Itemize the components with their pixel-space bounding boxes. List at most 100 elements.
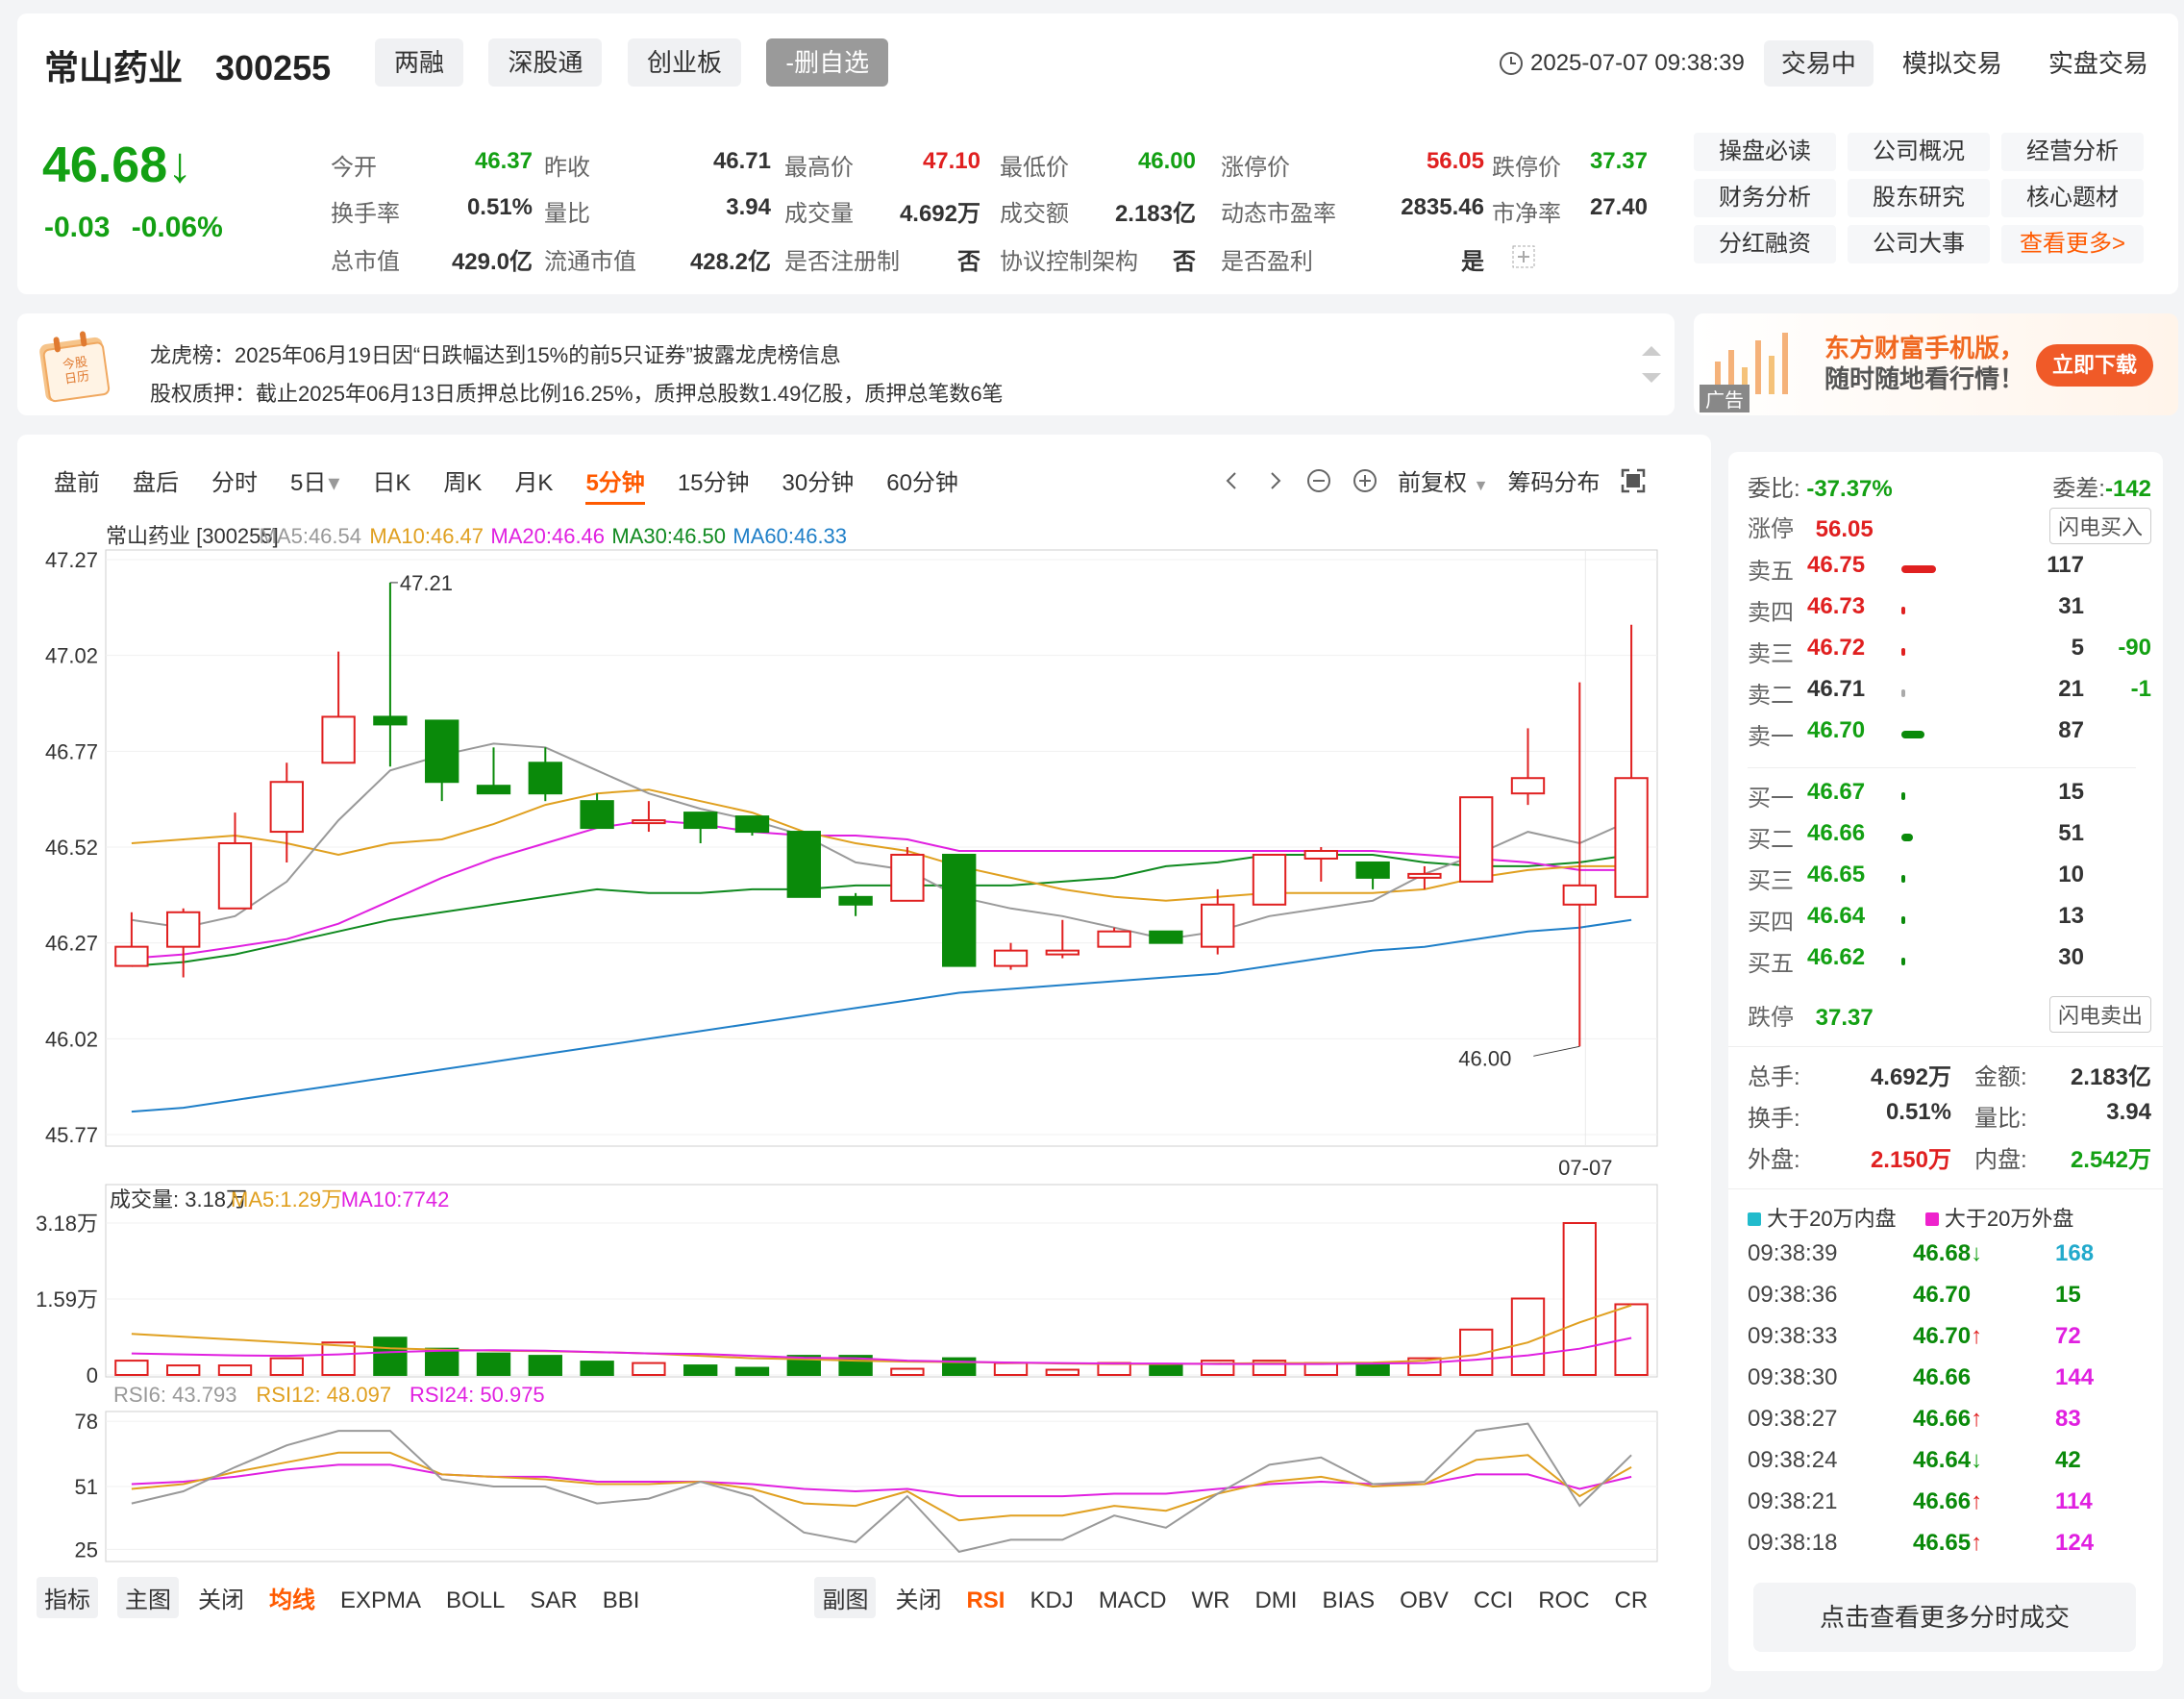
main-indicator-boll[interactable]: BOLL: [446, 1587, 506, 1613]
link-business-analysis[interactable]: 经营分析: [2001, 133, 2144, 171]
expand-plus-icon[interactable]: [1511, 244, 1536, 269]
volume-bar: [786, 1355, 821, 1377]
link-financial-analysis[interactable]: 财务分析: [1694, 179, 1836, 217]
bid-level[interactable]: 买五 46.62 30: [1748, 944, 2151, 983]
link-company-profile[interactable]: 公司概况: [1848, 133, 1990, 171]
tick-row: 09:38:24 46.64↓ 42: [1748, 1447, 2151, 1488]
candle-body: [1614, 777, 1649, 898]
chevron-right-icon[interactable]: [1263, 469, 1286, 492]
limit-up-value: 56.05: [1426, 148, 1484, 174]
chip-distribution-button[interactable]: 筹码分布: [1507, 470, 1601, 496]
more-ticks-button[interactable]: 点击查看更多分时成交: [1753, 1583, 2136, 1652]
tab-monthly-k[interactable]: 月K: [514, 470, 554, 496]
remove-watchlist-button[interactable]: -删自选: [766, 38, 889, 87]
link-must-read[interactable]: 操盘必读: [1694, 133, 1836, 171]
sub-indicator-cci[interactable]: CCI: [1473, 1587, 1514, 1613]
bid-level[interactable]: 买四 46.64 13: [1748, 903, 2151, 941]
zoom-in-icon[interactable]: [1352, 467, 1378, 494]
volume-bar: [1562, 1222, 1597, 1376]
tab-premarket[interactable]: 盘前: [54, 470, 100, 496]
news-line-dragon-tiger[interactable]: 龙虎榜：2025年06月19日因“日跌幅达到15%的前5只证券”披露龙虎榜信息: [150, 343, 841, 367]
x-date-label: 07-07: [1558, 1156, 1612, 1180]
volume-y-tick: 3.18万: [36, 1212, 98, 1236]
sub-indicator-macd[interactable]: MACD: [1098, 1587, 1167, 1613]
tab-daily-k[interactable]: 日K: [372, 470, 411, 496]
kline-chart[interactable]: 47.27 47.02 46.77 46.52 46.27 46.02 45.77 07-07…: [17, 435, 1711, 1692]
tab-weekly-k[interactable]: 周K: [443, 470, 483, 496]
change-value: -0.03: [44, 212, 111, 243]
ask-level[interactable]: 卖二 46.71 21 -1: [1748, 676, 2151, 714]
vol-ratio-value: 3.94: [726, 194, 771, 220]
header-right: 2025-07-07 09:38:39 交易中 模拟交易 实盘交易: [1498, 38, 2166, 88]
link-major-events[interactable]: 公司大事: [1848, 225, 1990, 263]
sub-indicator-cr[interactable]: CR: [1614, 1587, 1649, 1613]
candle-body: [580, 800, 614, 830]
news-line-pledge[interactable]: 股权质押：截止2025年06月13日质押总比例16.25%，质押总股数1.49亿…: [150, 382, 1004, 406]
bid-level[interactable]: 买三 46.65 10: [1748, 862, 2151, 900]
volume-ma5-legend: MA5:1.29万: [231, 1187, 342, 1212]
tab-5day[interactable]: 5日: [290, 470, 327, 496]
sub-indicator-bias[interactable]: BIAS: [1322, 1587, 1376, 1613]
sub-indicator-wr[interactable]: WR: [1191, 1587, 1230, 1613]
link-see-more[interactable]: 查看更多>: [2001, 225, 2144, 263]
adjust-dropdown[interactable]: 前复权 ▼: [1398, 470, 1489, 496]
flash-sell-button[interactable]: 闪电卖出: [2048, 996, 2151, 1033]
volume-bar: [373, 1337, 408, 1377]
tag-sz-connect[interactable]: 深股通: [488, 38, 603, 87]
zoom-out-icon[interactable]: [1305, 467, 1332, 494]
ask-level[interactable]: 卖一 46.70 87: [1748, 717, 2151, 756]
sub-indicator-dmi[interactable]: DMI: [1254, 1587, 1298, 1613]
rsi6-line: [131, 1422, 1632, 1554]
ask-level[interactable]: 卖五 46.75 117: [1748, 552, 2151, 590]
download-now-button[interactable]: 立即下载: [2036, 344, 2153, 387]
sub-indicator-obv[interactable]: OBV: [1400, 1587, 1449, 1613]
tab-60min[interactable]: 60分钟: [886, 470, 958, 496]
main-indicator-expma[interactable]: EXPMA: [340, 1587, 422, 1613]
volume-y-tick: 1.59万: [36, 1287, 98, 1312]
tab-5min[interactable]: 5分钟: [585, 470, 645, 505]
volume-bar: [1045, 1368, 1080, 1377]
ask-level-label: 卖一: [1748, 724, 1794, 750]
bid-level[interactable]: 买一 46.67 15: [1748, 779, 2151, 817]
link-shareholder-research[interactable]: 股东研究: [1848, 179, 1990, 217]
sub-indicator-roc[interactable]: ROC: [1538, 1587, 1590, 1613]
main-close-button[interactable]: 关闭: [198, 1587, 244, 1613]
tab-afterhours[interactable]: 盘后: [133, 470, 179, 496]
fullscreen-icon[interactable]: [1620, 467, 1647, 494]
tab-intraday[interactable]: 分时: [211, 470, 258, 496]
tag-chinext[interactable]: 创业板: [627, 38, 741, 87]
ad-banner[interactable]: 广告 东方财富手机版， 随时随地看行情！ 立即下载: [1694, 313, 2178, 415]
tag-margin[interactable]: 两融: [375, 38, 464, 87]
bid-level-label: 买三: [1748, 868, 1794, 894]
sub-indicator-kdj[interactable]: KDJ: [1030, 1587, 1074, 1613]
candle-body: [166, 911, 201, 948]
bid-level-label: 买四: [1748, 910, 1794, 936]
tick-time: 09:38:36: [1748, 1282, 1838, 1308]
real-trade-button[interactable]: 实盘交易: [2048, 49, 2148, 78]
ask-price: 46.73: [1807, 593, 1866, 619]
tab-30min[interactable]: 30分钟: [782, 470, 855, 496]
bid-level[interactable]: 买二 46.66 51: [1748, 820, 2151, 859]
ask-level[interactable]: 卖四 46.73 31: [1748, 593, 2151, 632]
vie-value: 否: [1173, 249, 1196, 275]
rsi-y-tick: 25: [75, 1537, 98, 1562]
chevron-left-icon[interactable]: [1221, 469, 1244, 492]
trading-status-button[interactable]: 交易中: [1763, 40, 1874, 87]
sim-trade-button[interactable]: 模拟交易: [1901, 49, 2002, 78]
main-indicator-均线[interactable]: 均线: [269, 1587, 315, 1613]
news-scroll-arrows-icon[interactable]: [1640, 340, 1663, 388]
main-indicator-bbi[interactable]: BBI: [602, 1587, 640, 1613]
volume-bar: [166, 1364, 201, 1376]
candle-body: [1097, 930, 1131, 948]
ask-level[interactable]: 卖三 46.72 5 -90: [1748, 635, 2151, 673]
sub-indicator-rsi[interactable]: RSI: [966, 1587, 1005, 1613]
tab-15min[interactable]: 15分钟: [677, 470, 750, 496]
sub-close-button[interactable]: 关闭: [895, 1587, 942, 1613]
main-indicator-sar[interactable]: SAR: [530, 1587, 578, 1613]
turnover-value: 0.51%: [466, 194, 533, 220]
quote-grid: 今开 46.37 昨收 46.71 最高价 47.10 最低价 46.00 涨停…: [331, 137, 1696, 281]
link-core-themes[interactable]: 核心题材: [2001, 179, 2144, 217]
link-dividends[interactable]: 分红融资: [1694, 225, 1836, 263]
flash-buy-button[interactable]: 闪电买入: [2048, 508, 2151, 544]
volume-y-tick: 0: [87, 1363, 98, 1387]
